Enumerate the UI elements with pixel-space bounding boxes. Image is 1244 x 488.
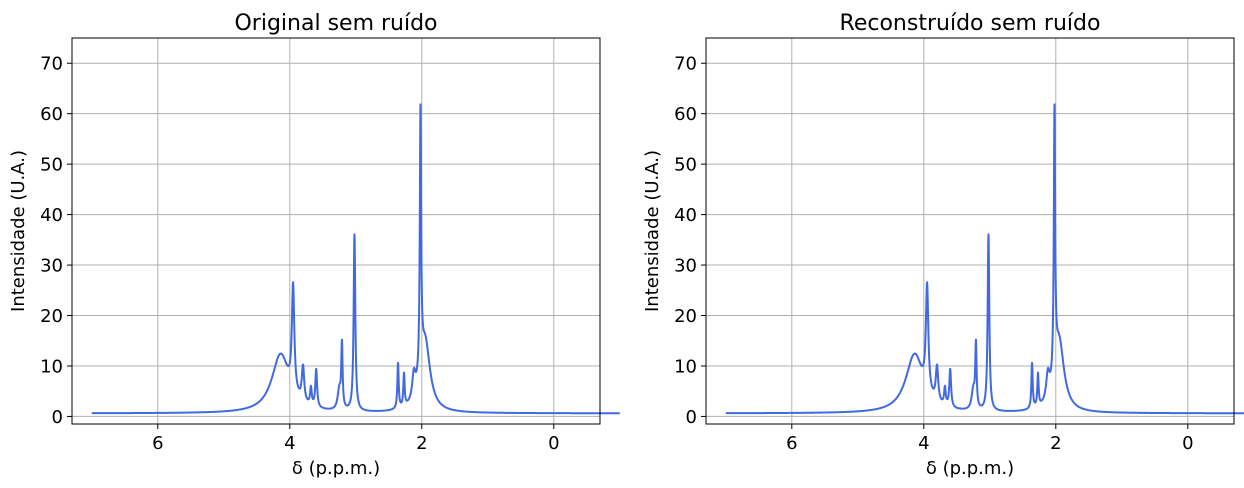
x-tick-label: 6 <box>152 433 163 454</box>
grid <box>706 38 1234 424</box>
x-tick-label: 0 <box>1182 433 1193 454</box>
y-tick-label: 0 <box>52 407 63 428</box>
plot-frame <box>705 37 1235 425</box>
y-tick-label: 50 <box>674 155 697 176</box>
x-tick-label: 0 <box>548 433 559 454</box>
y-tick-label: 40 <box>674 205 697 226</box>
plot-frame <box>71 37 601 425</box>
y-tick-label: 20 <box>674 306 697 327</box>
y-tick-label: 70 <box>40 54 63 75</box>
chart-panel-original: Original sem ruído δ (p.p.m.) Intensidad… <box>8 11 621 479</box>
y-tick-label: 10 <box>674 356 697 377</box>
y-tick-label: 50 <box>40 155 63 176</box>
y-tick-label: 40 <box>40 205 63 226</box>
y-tick-label: 60 <box>674 104 697 125</box>
y-axis-label: Intensidade (U.A.) <box>8 150 29 312</box>
y-tick-label: 60 <box>40 104 63 125</box>
x-axis-label: δ (p.p.m.) <box>292 458 380 479</box>
y-tick-label: 0 <box>686 407 697 428</box>
series-line <box>724 103 1244 415</box>
x-tick-label: 4 <box>284 433 295 454</box>
y-tick-label: 10 <box>40 356 63 377</box>
grid <box>72 38 600 424</box>
y-axis-label: Intensidade (U.A.) <box>642 150 663 312</box>
y-tick-label: 30 <box>40 256 63 277</box>
y-tick-label: 20 <box>40 306 63 327</box>
x-tick-label: 6 <box>786 433 797 454</box>
y-tick-label: 70 <box>674 54 697 75</box>
chart-title: Original sem ruído <box>234 11 437 36</box>
chart-title: Reconstruído sem ruído <box>840 11 1101 36</box>
x-axis-label: δ (p.p.m.) <box>926 458 1014 479</box>
chart-panel-reconstructed: Reconstruído sem ruído δ (p.p.m.) Intens… <box>642 11 1244 479</box>
y-tick-label: 30 <box>674 256 697 277</box>
x-tick-label: 2 <box>1050 433 1061 454</box>
x-tick-label: 4 <box>918 433 929 454</box>
x-tick-label: 2 <box>416 433 427 454</box>
series-line <box>90 103 621 415</box>
